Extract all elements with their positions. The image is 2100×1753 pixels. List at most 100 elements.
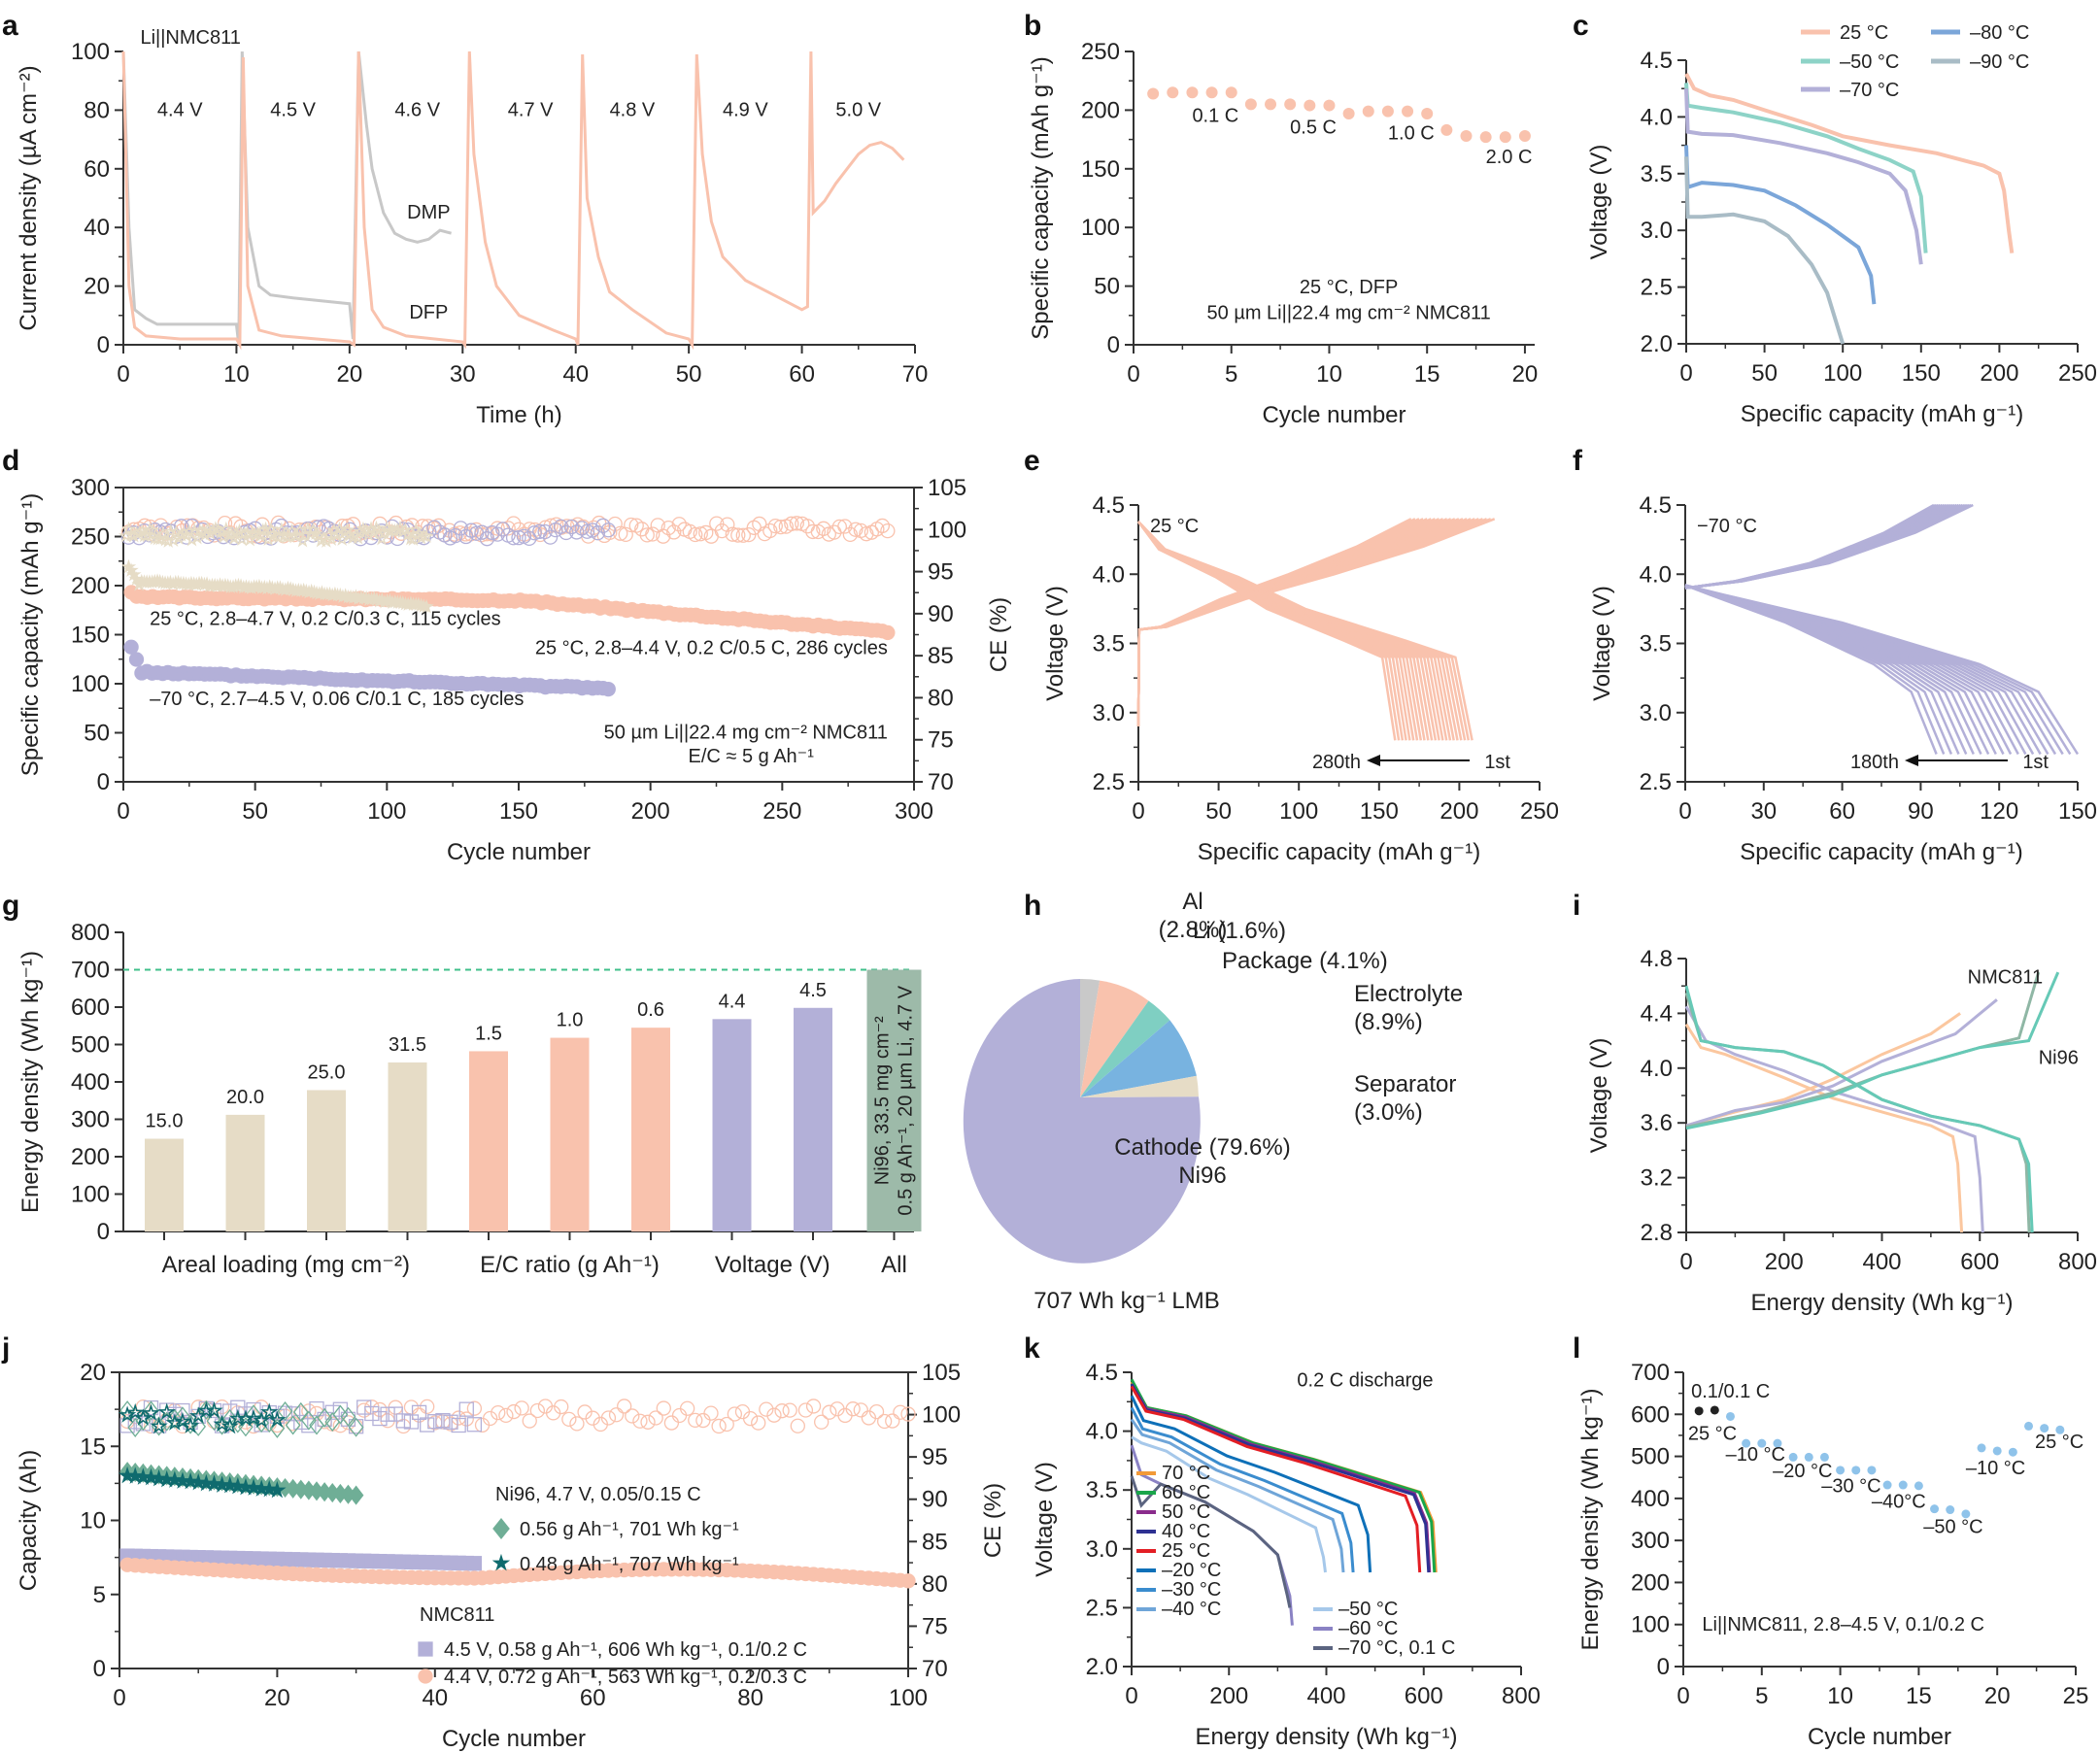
data-point: ☆ xyxy=(138,528,152,545)
y-tick-label: 100 xyxy=(1631,1612,1670,1638)
annotation: 1.0 C xyxy=(1388,123,1435,145)
data-point xyxy=(466,1556,483,1571)
annotation: –70 °C, 2.7–4.5 V, 0.06 C/0.1 C, 185 cyc… xyxy=(150,689,524,710)
y-tick-label: 15 xyxy=(80,1433,106,1460)
x-tick-label: 600 xyxy=(1405,1683,1443,1709)
data-point: ★ xyxy=(213,578,226,594)
data-point: ☆ xyxy=(217,529,230,546)
charge-curve xyxy=(1685,971,2041,1129)
legend-label: –20 °C xyxy=(1162,1560,1221,1581)
x-tick-label: 5 xyxy=(1225,361,1237,388)
arrow-head-icon xyxy=(1367,755,1380,766)
arrow-label-start: 1st xyxy=(1484,752,1510,773)
data-point: ★ xyxy=(318,587,331,603)
panel-label-c: c xyxy=(1573,10,1589,42)
data-point: ★ xyxy=(205,578,219,594)
data-point xyxy=(420,1417,435,1433)
y2-tick-label: 70 xyxy=(922,1656,948,1682)
data-point: ★ xyxy=(153,574,167,590)
data-point: ☆ xyxy=(119,528,133,545)
discharge-curve xyxy=(1684,1023,1964,1233)
data-point: ☆ xyxy=(193,523,207,540)
x-tick-label: 100 xyxy=(889,1685,928,1711)
legend-label: 70 °C xyxy=(1162,1463,1210,1484)
data-point: ★ xyxy=(325,588,339,604)
y-tick-label: 4.4 xyxy=(1641,1000,1673,1027)
bar-label: 4.5 xyxy=(799,980,827,1001)
annotation: 2.0 C xyxy=(1486,147,1533,168)
data-point: ★ xyxy=(333,588,347,604)
x-axis-label: Cycle number xyxy=(1262,402,1406,428)
discharge-curve xyxy=(1684,584,1975,756)
data-point: ★ xyxy=(321,587,334,603)
data-point: ★ xyxy=(151,574,164,590)
data-point: ☆ xyxy=(180,527,193,544)
pie-label: Package (4.1%) xyxy=(1222,948,1388,974)
data-point xyxy=(529,1402,546,1419)
x-tick-label: 50 xyxy=(1205,798,1232,825)
data-point xyxy=(554,520,569,535)
data-point: ★ xyxy=(247,579,260,595)
data-point xyxy=(656,528,671,544)
panel-k: 0 200 400 600 800 2.0 2.5 3.0 3.5 4.0 4.5 Energy de… xyxy=(1032,1360,1541,1750)
data-point: ☆ xyxy=(161,533,175,550)
x-tick-label: 70 xyxy=(902,361,929,388)
data-point: ★ xyxy=(386,595,399,612)
y2-tick-label: 105 xyxy=(922,1360,961,1386)
legend-title: NMC811 xyxy=(420,1604,494,1626)
data-point xyxy=(394,522,411,537)
data-point: ★ xyxy=(192,576,206,592)
data-point: ★ xyxy=(239,580,253,596)
y-tick-label: 100 xyxy=(1081,215,1120,241)
discharge-curve xyxy=(1684,584,1968,756)
panel-label-l: l xyxy=(1573,1332,1580,1365)
bar-label: 25.0 xyxy=(308,1062,346,1083)
legend-label: –50 °C xyxy=(1338,1599,1398,1620)
data-point: ★ xyxy=(186,577,200,593)
y-tick-label: 0 xyxy=(97,1219,110,1245)
data-point: ★ xyxy=(420,599,433,616)
data-point: ☆ xyxy=(201,522,215,538)
data-point xyxy=(837,519,853,534)
y2-axis-label: CE (%) xyxy=(986,597,1012,672)
bar-label: 15.0 xyxy=(146,1111,184,1132)
data-point xyxy=(1342,108,1355,120)
data-point: ★ xyxy=(208,578,221,594)
data-point xyxy=(1946,1505,1955,1515)
x-tick-label: 10 xyxy=(1827,1683,1853,1709)
data-point: ★ xyxy=(362,591,376,608)
data-point xyxy=(453,521,468,536)
data-point xyxy=(418,1641,433,1657)
y2-tick-label: 85 xyxy=(922,1529,948,1555)
data-point: ☆ xyxy=(166,533,180,550)
data-point: ★ xyxy=(242,580,255,596)
data-point: ★ xyxy=(129,572,143,589)
data-point: ★ xyxy=(245,580,258,596)
data-point xyxy=(205,524,220,541)
data-point xyxy=(848,522,864,537)
data-point xyxy=(180,518,195,533)
data-point: ☆ xyxy=(420,529,433,546)
y-tick-label: 150 xyxy=(71,623,110,649)
x-tick-label: 5 xyxy=(1755,1683,1768,1709)
x-tick-label: 0 xyxy=(1678,798,1691,825)
data-point: ★ xyxy=(401,597,415,614)
data-point: ★ xyxy=(171,575,185,591)
data-point: ★ xyxy=(268,1480,286,1501)
data-point xyxy=(279,525,294,541)
y-axis-label: Voltage (V) xyxy=(1589,586,1615,701)
y-axis-label: Voltage (V) xyxy=(1042,586,1068,701)
data-point: ★ xyxy=(381,593,394,610)
data-point: ★ xyxy=(197,577,211,593)
data-point xyxy=(211,523,226,539)
y-tick-label: 2.0 xyxy=(1641,331,1673,357)
x-tick-label: 100 xyxy=(1823,360,1862,387)
data-point: ☆ xyxy=(121,522,135,538)
y-tick-label: 4.5 xyxy=(1641,48,1673,74)
bar-label: 4.4 xyxy=(719,991,746,1012)
data-point: ☆ xyxy=(268,1409,286,1431)
data-point: ★ xyxy=(349,589,362,605)
data-point: ★ xyxy=(352,590,365,607)
x-tick-label: 150 xyxy=(2058,798,2097,825)
